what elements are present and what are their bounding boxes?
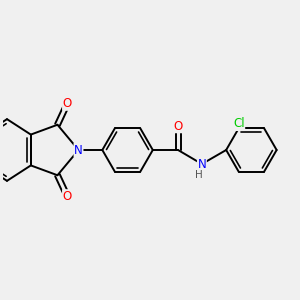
Text: Cl: Cl — [233, 117, 244, 130]
Text: H: H — [195, 170, 203, 180]
Text: N: N — [74, 143, 83, 157]
Text: O: O — [63, 190, 72, 203]
Text: O: O — [173, 120, 183, 133]
Text: N: N — [197, 158, 206, 170]
Text: O: O — [63, 97, 72, 110]
